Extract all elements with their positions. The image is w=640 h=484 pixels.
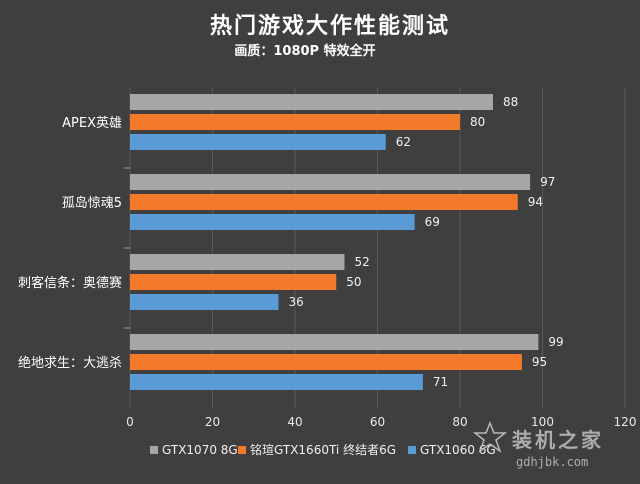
x-tick-label: 120 [614, 415, 637, 429]
legend-swatch [238, 446, 246, 454]
x-axis-ticks: 0 20 40 60 80 100 120 [126, 415, 636, 429]
bar [130, 174, 531, 190]
category-separators [124, 167, 130, 329]
x-tick-label: 80 [452, 415, 467, 429]
data-label: 97 [540, 175, 555, 189]
legend-swatch [150, 446, 158, 454]
bar [130, 254, 345, 270]
bar [130, 194, 518, 210]
data-label: 88 [503, 95, 518, 109]
data-label: 50 [346, 275, 361, 289]
category-label: 绝地求生：大逃杀 [18, 355, 122, 371]
legend-label: GTX1060 6G [420, 443, 496, 457]
bar [130, 374, 423, 390]
watermark-url: gdhjbk.com [516, 455, 588, 469]
data-label: 71 [433, 375, 448, 389]
bar [130, 274, 337, 290]
x-tick-label: 40 [287, 415, 302, 429]
bar [130, 294, 279, 310]
bar [130, 94, 493, 110]
data-label: 99 [548, 335, 563, 349]
chart-title: 热门游戏大作性能测试 [210, 13, 450, 39]
data-label: 52 [355, 255, 370, 269]
bar [130, 214, 415, 230]
data-label: 36 [289, 295, 304, 309]
legend-label: GTX1070 8G [162, 443, 238, 457]
legend-swatch [408, 446, 416, 454]
watermark: 装机之家 gdhjbk.com [472, 420, 604, 469]
legend: GTX1070 8G 铭瑄GTX1660Ti 终结者6G GTX1060 6G [150, 442, 496, 457]
data-label: 69 [425, 215, 440, 229]
bar [130, 114, 460, 130]
x-tick-label: 60 [370, 415, 385, 429]
legend-label: 铭瑄GTX1660Ti 终结者6G [250, 442, 396, 457]
data-label: 80 [470, 115, 485, 129]
watermark-text: 装机之家 [511, 428, 604, 452]
bars [130, 94, 539, 390]
data-label: 94 [528, 195, 543, 209]
data-label: 62 [396, 135, 411, 149]
x-tick-label: 20 [205, 415, 220, 429]
category-label: 孤岛惊魂5 [62, 195, 122, 211]
watermark-star-icon [472, 420, 508, 453]
data-label: 95 [532, 355, 547, 369]
x-tick-label: 0 [126, 415, 134, 429]
category-label: 刺客信条：奥德赛 [18, 275, 122, 291]
bar [130, 334, 539, 350]
chart-subtitle: 画质：1080P 特效全开 [234, 43, 375, 59]
bar [130, 134, 386, 150]
category-label: APEX英雄 [62, 116, 122, 131]
x-tick-label: 100 [531, 415, 554, 429]
bar [130, 354, 522, 370]
